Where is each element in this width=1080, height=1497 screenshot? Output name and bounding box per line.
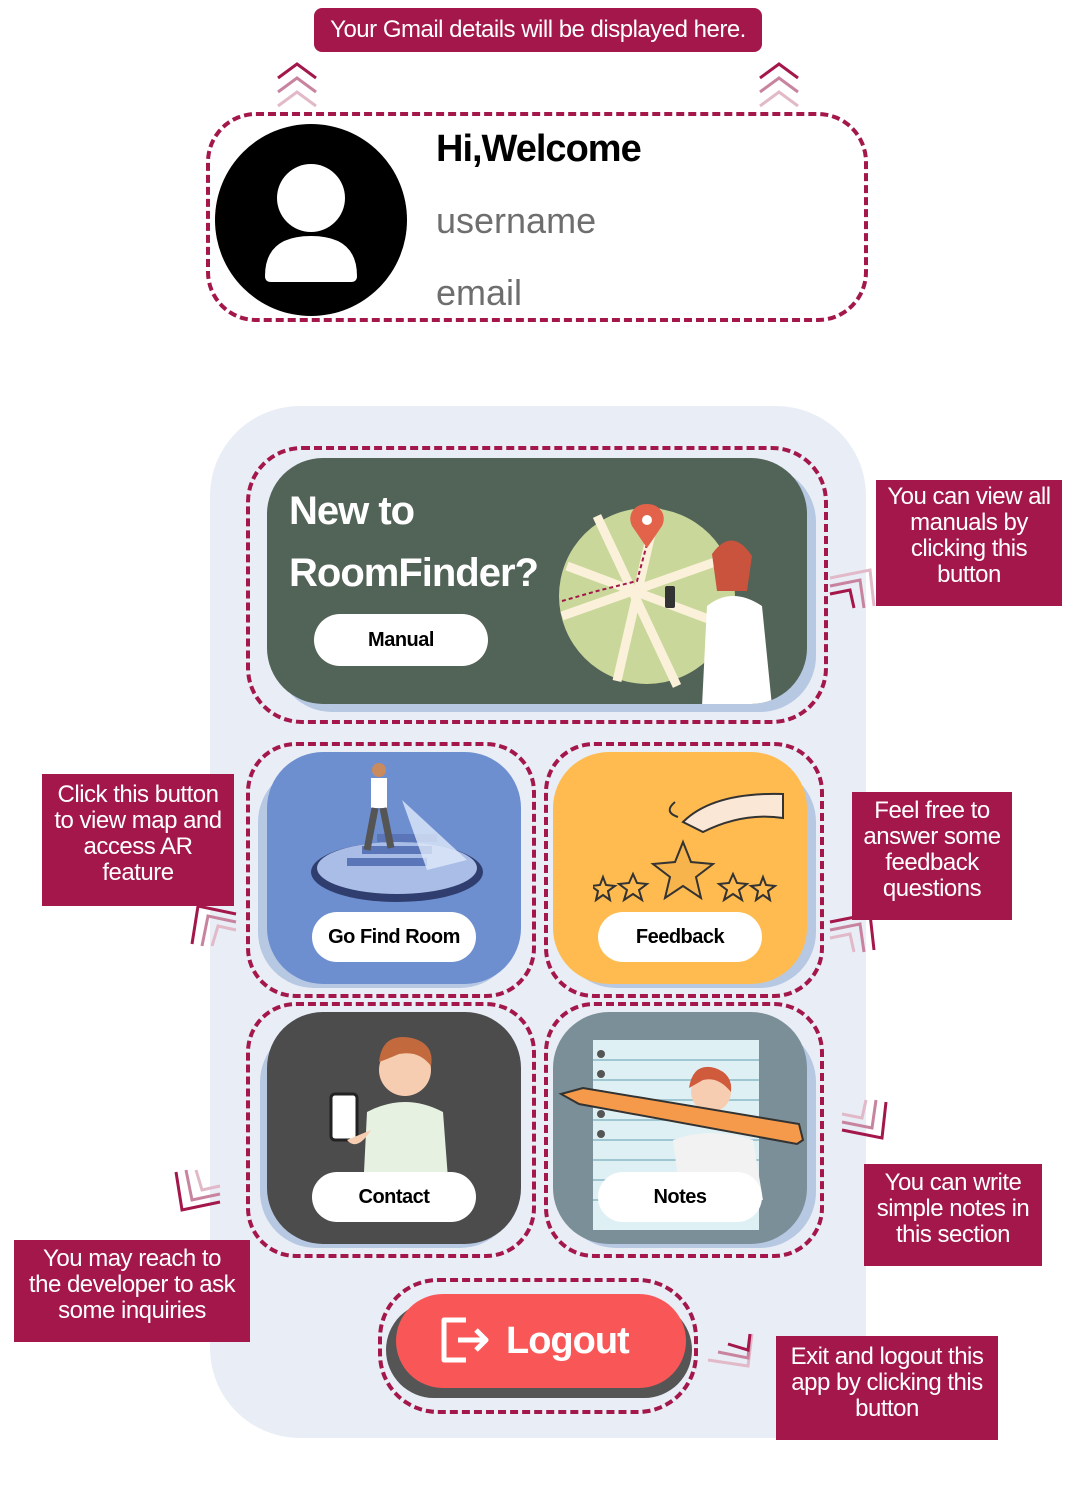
- manual-callout-line: clicking this: [910, 535, 1028, 562]
- notes-callout-line: simple notes in: [876, 1195, 1030, 1222]
- chevron-right-icon: [829, 568, 876, 609]
- feedback-button[interactable]: Feedback: [598, 912, 762, 962]
- notes-callout: You can write simple notes in this secti…: [864, 1164, 1042, 1266]
- chevron-right-icon: [829, 912, 876, 953]
- contact-callout-line: You may reach to: [43, 1245, 221, 1272]
- gmail-details-callout-text: Your Gmail details will be displayed her…: [330, 16, 746, 43]
- logout-callout-line: app by clicking this: [791, 1369, 983, 1396]
- logout-outline: [378, 1278, 698, 1414]
- contact-callout: You may reach to the developer to ask so…: [14, 1240, 250, 1342]
- logout-callout-line: Exit and logout this: [790, 1343, 984, 1370]
- stairs-illustration: [311, 763, 483, 902]
- manual-callout-line: You can view all: [887, 483, 1051, 510]
- logout-icon: [441, 1317, 489, 1363]
- feedback-callout-line: feedback: [885, 849, 979, 876]
- email-text: email: [436, 272, 523, 313]
- logout-callout-line: button: [855, 1395, 919, 1422]
- logout-callout: Exit and logout this app by clicking thi…: [776, 1336, 998, 1440]
- feedback-callout-line: questions: [882, 875, 982, 902]
- hero-title-line2: RoomFinder?: [289, 551, 539, 595]
- contact-outline: [246, 1002, 536, 1258]
- feedback-callout: Feel free to answer some feedback questi…: [852, 792, 1012, 920]
- feedback-callout-line: Feel free to: [874, 797, 990, 824]
- user-icon: [265, 164, 357, 282]
- hero-title: New to RoomFinder?: [289, 480, 569, 604]
- go-find-room-outline: [246, 742, 536, 998]
- chevron-left-icon: [190, 904, 237, 947]
- contact-button[interactable]: Contact: [312, 1172, 476, 1222]
- manual-callout-line: manuals by: [910, 509, 1028, 536]
- map-callout-line: feature: [102, 859, 174, 886]
- manual-button[interactable]: Manual: [314, 614, 488, 666]
- chevron-up-icon: [277, 62, 317, 108]
- map-callout: Click this button to view map and access…: [42, 774, 234, 906]
- gmail-details-callout: Your Gmail details will be displayed her…: [314, 8, 762, 52]
- username-text: username: [436, 200, 597, 241]
- chevron-right-icon: [841, 1099, 888, 1140]
- chevron-up-icon: [759, 62, 799, 108]
- hero-card-outline: [246, 446, 828, 724]
- notes-callout-line: You can write: [884, 1169, 1022, 1196]
- rating-stars-illustration: [593, 792, 784, 903]
- contact-callout-line: some inquiries: [58, 1297, 206, 1324]
- contact-callout-line: the developer to ask: [28, 1271, 236, 1298]
- chevron-right-icon: [707, 1333, 754, 1368]
- logout-label: Logout: [506, 1320, 630, 1362]
- hero-card: [267, 458, 807, 704]
- profile-card-outline: [206, 112, 868, 322]
- feedback-outline: [544, 742, 824, 998]
- person-phone-illustration: [329, 1037, 449, 1192]
- greeting-text: Hi,Welcome: [436, 128, 642, 170]
- notes-outline: [544, 1002, 824, 1258]
- go-find-room-card: [267, 752, 521, 984]
- feedback-callout-line: answer some: [863, 823, 1001, 850]
- map-callout-line: access AR: [83, 833, 193, 860]
- map-callout-line: to view map and: [54, 807, 222, 834]
- hero-title-line1: New to: [289, 489, 415, 533]
- avatar: [215, 124, 407, 316]
- logout-button[interactable]: Logout: [396, 1294, 686, 1388]
- manual-callout-line: button: [937, 561, 1001, 588]
- chevron-left-icon: [174, 1169, 221, 1212]
- notes-button[interactable]: Notes: [598, 1172, 762, 1222]
- map-pin-illustration: [559, 504, 772, 704]
- go-find-room-button[interactable]: Go Find Room: [312, 912, 476, 962]
- notes-callout-line: this section: [895, 1221, 1011, 1248]
- map-callout-line: Click this button: [57, 781, 219, 808]
- manual-callout: You can view all manuals by clicking thi…: [876, 480, 1062, 606]
